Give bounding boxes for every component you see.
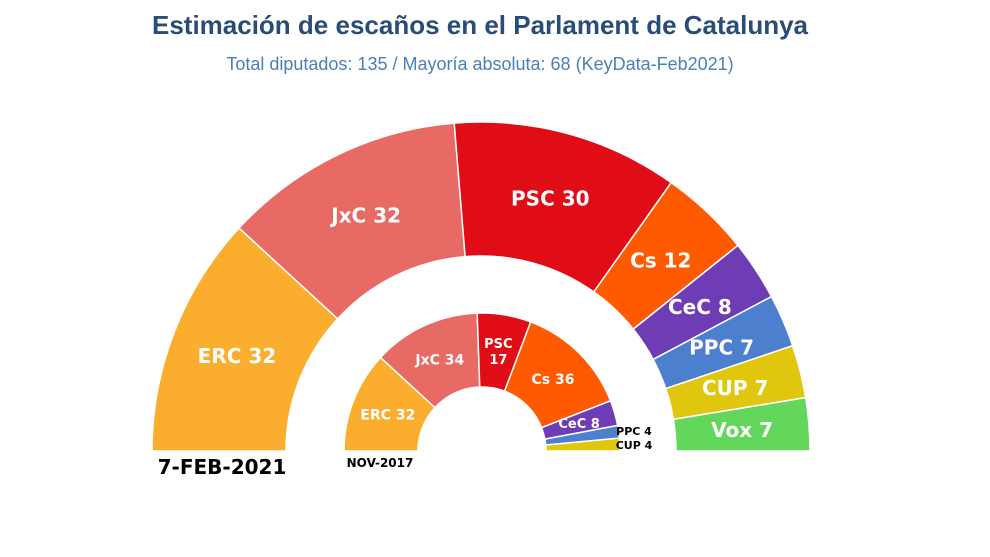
seat-segment-7-feb-2021-vox [672, 396, 811, 452]
seat-label-nov-2017-psc: PSC 17 [484, 337, 512, 368]
seat-label-7-feb-2021-cec: CeC 8 [668, 295, 732, 319]
outer-ring-2021: ERC 32 JxC 32 PSC 30 Cs 12 CeC 8 PPC 7 CUP 7 Vo… [151, 121, 811, 452]
seat-label-nov-2017-cs: Cs 36 [532, 372, 575, 388]
chart-subtitle: Total diputados: 135 / Mayoría absoluta:… [226, 54, 734, 74]
seat-label-nov-2017-cup: CUP 4 [616, 439, 653, 452]
seat-label-nov-2017-ppc: PPC 4 [616, 425, 652, 438]
seat-label-7-feb-2021-cup: CUP 7 [702, 376, 768, 400]
chart-title: Estimación de escaños en el Parlament de… [151, 10, 809, 40]
seat-label-7-feb-2021-ppc: PPC 7 [689, 335, 754, 359]
seat-label-7-feb-2021-jxc: JxC 32 [329, 204, 401, 228]
seat-label-7-feb-2021-cs: Cs 12 [630, 249, 691, 273]
seat-label-7-feb-2021-psc: PSC 30 [511, 187, 590, 211]
seat-label-nov-2017-cec: CeC 8 [558, 417, 599, 432]
seat-segment-nov-2017-cup [544, 437, 621, 452]
seat-label-nov-2017-jxc: JxC 34 [414, 352, 464, 368]
seat-label-7-feb-2021-erc: ERC 32 [198, 344, 277, 368]
series-label-2021: 7-FEB-2021 [158, 455, 287, 479]
series-label-2017: NOV-2017 [347, 456, 414, 470]
seat-label-nov-2017-erc: ERC 32 [360, 407, 415, 423]
seat-label-7-feb-2021-vox: Vox 7 [711, 418, 773, 442]
